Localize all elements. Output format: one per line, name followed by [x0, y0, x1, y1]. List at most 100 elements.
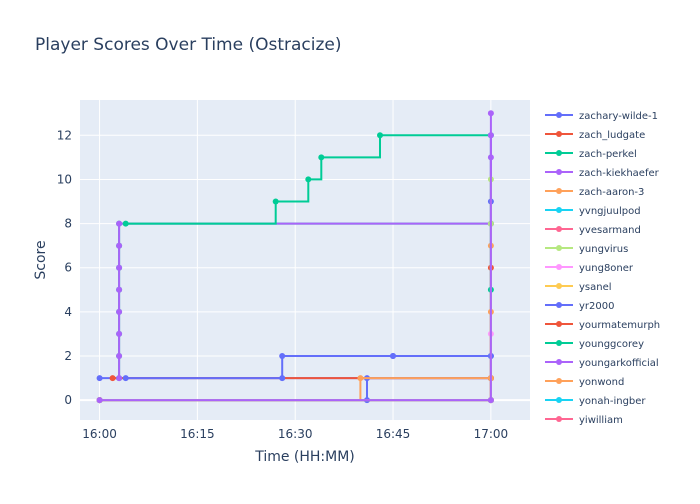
data-point [305, 176, 312, 183]
legend-swatch-marker [556, 207, 562, 213]
y-tick-label: 8 [64, 217, 72, 231]
series-line [125, 134, 492, 290]
legend-swatch-marker [556, 131, 562, 137]
legend-label: yiwilliam [579, 415, 623, 426]
legend-item[interactable]: zach-aaron-3 [545, 187, 644, 198]
legend-item[interactable]: zach-kiekhaefer [545, 168, 660, 179]
legend-item[interactable]: younggcorey [545, 339, 644, 350]
legend-swatch-marker [556, 112, 562, 118]
legend-label: yvngjuulpod [579, 206, 641, 217]
data-point [122, 375, 129, 382]
legend-swatch-marker [556, 264, 562, 270]
legend-swatch-marker [556, 169, 562, 175]
legend-label: zachary-wilde-1 [579, 111, 658, 122]
series-unlabeled-19 [96, 132, 494, 404]
legend-label: zach-kiekhaefer [579, 168, 660, 179]
legend-item[interactable]: youngarkofficial [545, 358, 659, 369]
data-point [390, 353, 396, 359]
data-point [487, 397, 494, 404]
data-point [116, 220, 123, 227]
y-tick-label: 6 [64, 261, 72, 275]
legend-label: zach-perkel [579, 149, 637, 160]
legend-item[interactable]: zach-perkel [545, 149, 637, 160]
chart-title: Player Scores Over Time (Ostracize) [35, 35, 342, 55]
legend-swatch-marker [556, 283, 562, 289]
legend-item[interactable]: yvngjuulpod [545, 206, 641, 217]
x-tick-label: 16:15 [180, 427, 215, 441]
data-point [272, 198, 279, 205]
legend-label: yr2000 [579, 301, 614, 312]
data-point [116, 353, 123, 359]
legend-swatch-marker [556, 340, 562, 346]
legend-item[interactable]: zach_ludgate [545, 130, 645, 141]
data-point [116, 375, 123, 382]
y-tick-label: 4 [64, 305, 72, 319]
series-line [118, 157, 492, 379]
legend-label: yourmatemurph [579, 320, 660, 331]
data-point [96, 397, 103, 404]
x-tick-label: 16:45 [376, 427, 411, 441]
data-point [357, 375, 364, 382]
data-point [116, 264, 123, 271]
legend-label: yung8oner [579, 263, 634, 274]
legend-swatch-marker [556, 416, 562, 422]
legend-swatch-marker [556, 397, 562, 403]
legend-label: youngarkofficial [579, 358, 659, 369]
data-point [487, 110, 494, 117]
data-point [116, 242, 123, 249]
legend-item[interactable]: ysanel [545, 282, 612, 293]
legend-item[interactable]: yung8oner [545, 263, 634, 274]
legend: zachary-wilde-1 zach_ludgate zach-perkel za… [545, 111, 660, 426]
legend-label: younggcorey [579, 339, 644, 350]
y-tick-label: 10 [57, 172, 72, 186]
y-tick-label: 12 [57, 128, 72, 142]
legend-label: zach-aaron-3 [579, 187, 644, 198]
y-axis-title: Score [33, 240, 49, 279]
legend-item[interactable]: yonah-ingber [545, 396, 646, 407]
series-younggcorey [122, 132, 494, 293]
legend-swatch-marker [556, 378, 562, 384]
legend-label: yvesarmand [579, 225, 641, 236]
legend-item[interactable]: yonwond [545, 377, 624, 388]
x-axis-title: Time (HH:MM) [254, 449, 355, 465]
legend-item[interactable]: yr2000 [545, 301, 614, 312]
legend-label: yungvirus [579, 244, 628, 255]
legend-item[interactable]: yourmatemurph [545, 320, 660, 331]
data-point [279, 375, 286, 382]
series-unlabeled-17 [122, 353, 494, 382]
data-point [122, 220, 129, 227]
legend-label: yonah-ingber [579, 396, 646, 407]
series-layer [96, 110, 494, 404]
legend-label: yonwond [579, 377, 624, 388]
legend-item[interactable]: yvesarmand [545, 225, 641, 236]
x-tick-label: 16:00 [82, 427, 117, 441]
data-point [377, 132, 383, 139]
legend-swatch-marker [556, 359, 562, 365]
legend-swatch-marker [556, 188, 562, 194]
data-point [279, 353, 286, 359]
data-point [96, 375, 103, 382]
legend-label: zach_ludgate [579, 130, 645, 141]
plot-background [80, 100, 530, 420]
legend-item[interactable]: yungvirus [545, 244, 628, 255]
legend-swatch-marker [556, 321, 562, 327]
data-point [487, 132, 494, 139]
axes-layer: 16:00 16:15 16:30 16:45 17:00 0 2 4 6 8 10 12 [57, 128, 508, 441]
legend-swatch-marker [556, 302, 562, 308]
x-tick-label: 17:00 [474, 427, 509, 441]
y-tick-label: 2 [64, 349, 72, 363]
y-tick-label: 0 [64, 393, 72, 407]
data-point [318, 154, 325, 161]
legend-swatch-marker [556, 150, 562, 156]
x-tick-label: 16:30 [278, 427, 313, 441]
data-point [109, 375, 116, 382]
legend-swatch-marker [556, 245, 562, 251]
data-point [116, 308, 123, 315]
legend-item[interactable]: zachary-wilde-1 [545, 111, 658, 122]
legend-item[interactable]: yiwilliam [545, 415, 623, 426]
data-point [116, 330, 123, 337]
data-point [116, 286, 123, 293]
legend-label: ysanel [579, 282, 612, 293]
